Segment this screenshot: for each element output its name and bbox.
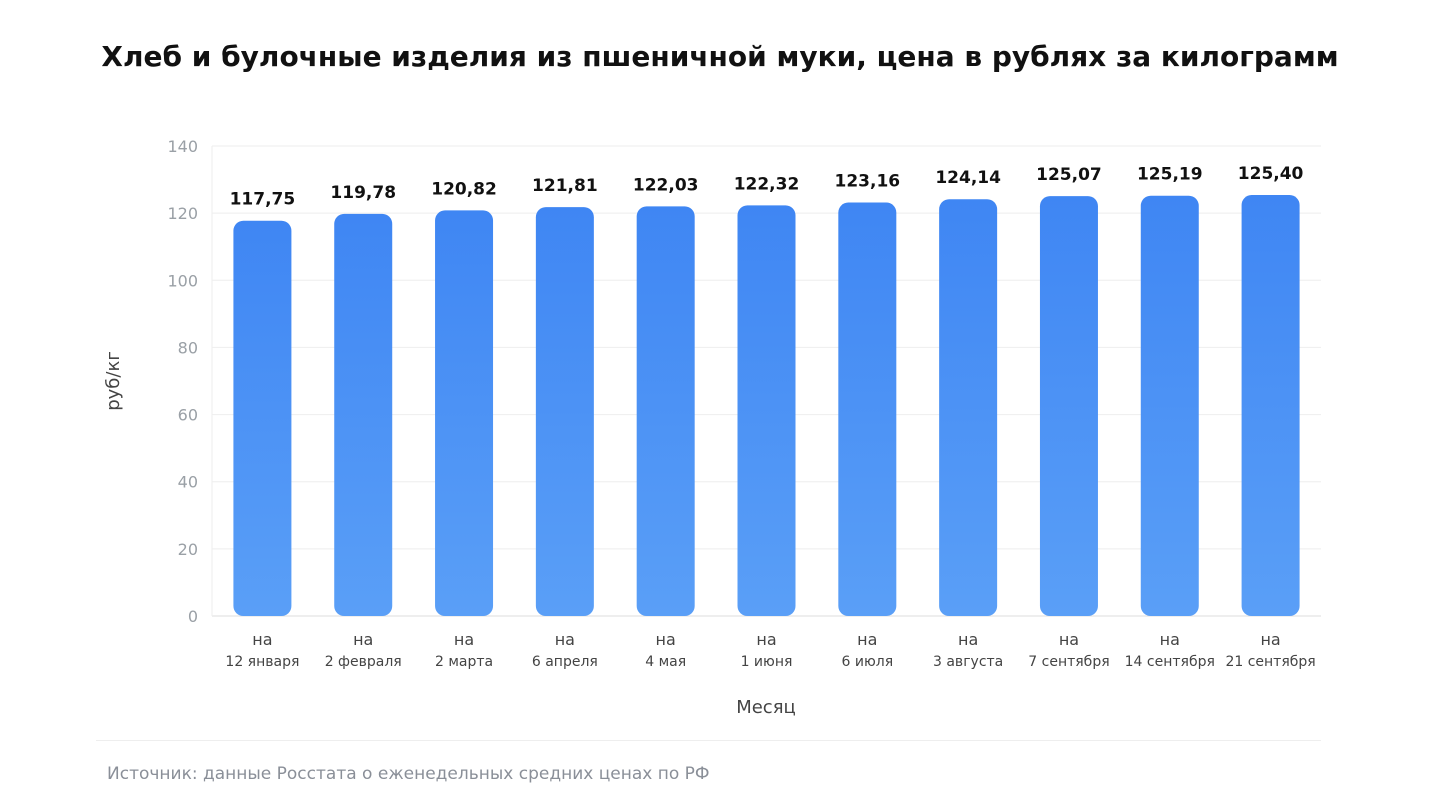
- x-tick-label: на: [857, 630, 877, 649]
- x-tick-label: 2 февраля: [325, 654, 402, 670]
- value-labels: 117,75 119,78 120,82 121,81 122,03 122,32 123,…: [230, 164, 1304, 210]
- source-note: Источник: данные Росстата о еженедельных…: [107, 764, 710, 784]
- bar: [435, 210, 494, 616]
- y-tick-label: 0: [188, 607, 198, 626]
- y-axis-title: руб/кг: [103, 351, 124, 411]
- x-axis-title: Месяц: [736, 697, 796, 718]
- x-tick-label: на: [1260, 630, 1280, 649]
- bar: [737, 205, 796, 616]
- x-tick-label: 14 сентября: [1125, 654, 1215, 670]
- y-tick-label: 80: [178, 338, 198, 357]
- x-tick-label: на: [1160, 630, 1180, 649]
- x-tick-label: на: [252, 630, 272, 649]
- bar: [1140, 195, 1199, 616]
- y-tick-label: 120: [167, 204, 198, 223]
- bar-value-label: 125,07: [1036, 165, 1102, 185]
- x-tick-label: 2 марта: [435, 654, 493, 670]
- x-axis-ticks: на 12 января на 2 февраля на 2 марта на 6 апрел…: [225, 630, 1315, 670]
- x-tick-label: на: [555, 630, 575, 649]
- x-tick-label: 6 июля: [842, 654, 894, 670]
- bar-value-label: 125,40: [1238, 164, 1304, 184]
- y-tick-label: 140: [167, 137, 198, 156]
- x-tick-label: на: [656, 630, 676, 649]
- bar-value-label: 122,03: [633, 175, 699, 195]
- bar-value-label: 117,75: [230, 190, 296, 210]
- x-tick-label: 21 сентября: [1225, 654, 1315, 670]
- bar: [838, 202, 897, 616]
- bar: [1039, 196, 1098, 617]
- y-tick-label: 40: [178, 473, 198, 492]
- x-tick-label: 3 августа: [933, 654, 1003, 670]
- bar-value-label: 121,81: [532, 176, 598, 196]
- y-tick-label: 100: [167, 271, 198, 290]
- x-tick-label: на: [1059, 630, 1079, 649]
- x-tick-label: 6 апреля: [532, 654, 598, 670]
- bar: [334, 213, 393, 617]
- x-tick-label: 1 июня: [741, 654, 793, 670]
- bar-value-label: 119,78: [330, 183, 396, 203]
- bar: [636, 206, 695, 616]
- bar: [233, 220, 292, 617]
- x-tick-label: 4 мая: [645, 654, 686, 670]
- x-tick-label: 7 сентября: [1028, 654, 1109, 670]
- x-tick-label: 12 января: [225, 654, 299, 670]
- x-tick-label: на: [353, 630, 373, 649]
- bar-value-label: 122,32: [734, 174, 800, 194]
- y-tick-label: 60: [178, 406, 198, 425]
- y-axis-ticks: 0 20 40 60 80 100 120 140: [167, 137, 198, 626]
- bar: [535, 207, 594, 617]
- x-tick-label: на: [756, 630, 776, 649]
- bars: [233, 195, 1300, 617]
- footer-divider: [96, 740, 1321, 741]
- bar: [1241, 195, 1300, 616]
- bar: [939, 199, 998, 616]
- bar-value-label: 120,82: [431, 179, 497, 199]
- chart-title: Хлеб и булочные изделия из пшеничной мук…: [101, 40, 1339, 73]
- x-tick-label: на: [958, 630, 978, 649]
- y-tick-label: 20: [178, 540, 198, 559]
- x-tick-label: на: [454, 630, 474, 649]
- bar-value-label: 123,16: [835, 172, 901, 192]
- bar-value-label: 125,19: [1137, 165, 1203, 185]
- bar-value-label: 124,14: [935, 168, 1001, 188]
- bar-chart: 117,75 119,78 120,82 121,81 122,03 122,32 123,…: [103, 137, 1321, 718]
